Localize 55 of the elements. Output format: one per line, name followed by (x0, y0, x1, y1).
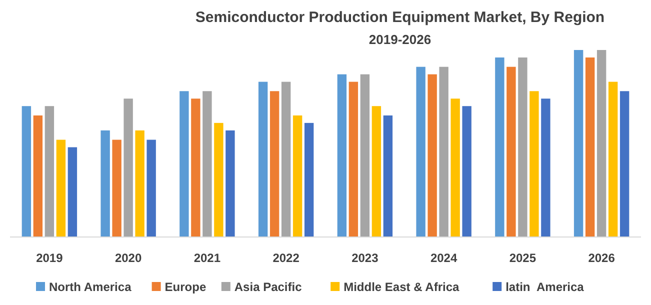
bar (530, 91, 539, 237)
bar (428, 74, 437, 237)
x-tick-label: 2023 (352, 251, 379, 265)
bar (439, 66, 448, 237)
x-tick-label: 2024 (430, 251, 458, 265)
bar (348, 82, 358, 237)
bar (180, 91, 189, 237)
bar (518, 57, 528, 237)
bar (214, 122, 224, 237)
chart-title: Semiconductor Production Equipment Market, By Region (195, 9, 605, 26)
bar (372, 106, 382, 237)
legend-label: Asia Pacific (234, 280, 302, 294)
bar (292, 115, 302, 237)
bar (585, 57, 595, 237)
bar (44, 106, 54, 237)
x-tick-label: 2019 (36, 251, 64, 265)
bar (258, 82, 268, 237)
legend-label: latin America (506, 280, 584, 294)
bar (506, 66, 516, 237)
bar (383, 115, 393, 237)
bar (596, 50, 606, 237)
bar (620, 91, 630, 237)
x-tick-label: 2021 (194, 251, 221, 265)
bar (416, 66, 426, 237)
bar (462, 106, 472, 237)
bar (202, 91, 212, 237)
bar (495, 57, 504, 237)
bar (146, 140, 156, 237)
bar (360, 74, 370, 237)
x-tick-label: 2025 (509, 251, 536, 265)
bar (574, 50, 584, 237)
bar (608, 82, 618, 237)
bar (337, 74, 347, 237)
bar (450, 98, 460, 237)
bar (304, 122, 314, 237)
bar (56, 140, 66, 237)
bar (270, 91, 280, 237)
bar (100, 130, 110, 237)
bar (541, 98, 550, 237)
bar (281, 82, 291, 237)
bar (112, 140, 122, 237)
bar (191, 98, 200, 237)
legend-label: North America (49, 280, 132, 294)
bar (135, 130, 144, 237)
chart-subtitle: 2019-2026 (368, 32, 432, 47)
bar (68, 147, 78, 237)
legend-label: Middle East & Africa (344, 280, 460, 294)
x-tick-label: 2020 (114, 251, 142, 265)
bar (33, 115, 43, 237)
bar (22, 106, 32, 237)
x-tick-label: 2022 (272, 251, 300, 265)
x-tick-label: 2026 (588, 251, 616, 265)
bar (226, 130, 235, 237)
legend-label: Europe (164, 280, 206, 294)
bar (124, 98, 133, 237)
